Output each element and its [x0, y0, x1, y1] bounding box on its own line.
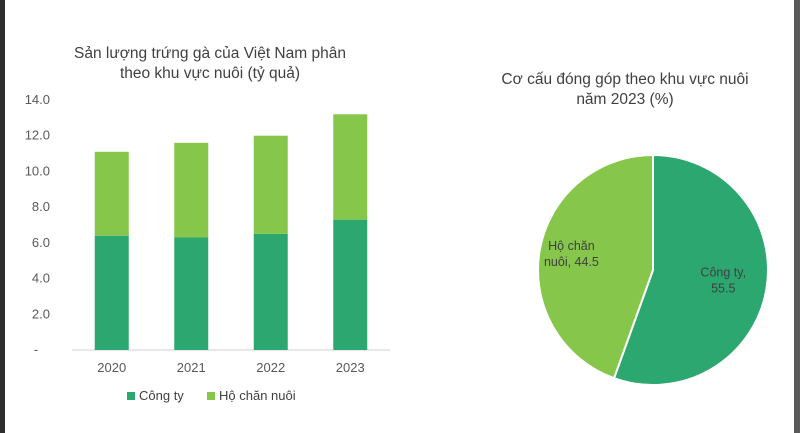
x-tick-label: 2022: [256, 360, 285, 375]
left-window-edge: [0, 0, 5, 433]
pie-label-line: Công ty,: [700, 265, 746, 279]
pie-label-line: Hộ chăn: [548, 239, 595, 253]
y-tick-label: 8.0: [32, 199, 50, 214]
bar-chart-title: Sản lượng trứng gà của Việt Nam phân the…: [40, 44, 380, 84]
pie-chart-title: Cơ cấu đóng góp theo khu vực nuôi năm 20…: [495, 70, 755, 110]
pie-label-line: nuôi, 44.5: [544, 255, 599, 269]
pie-chart-title-line-2: năm 2023 (%): [576, 91, 674, 108]
pie-label-cong-ty: Công ty, 55.5: [700, 265, 746, 295]
bar-cong-ty-2020: [94, 235, 129, 350]
bar-ho-chan-nuoi-2021: [174, 142, 209, 238]
y-tick-label: 12.0: [25, 128, 50, 143]
legend-swatch-cong-ty: [127, 392, 135, 400]
pie-label-ho-chan-nuoi: Hộ chăn nuôi, 44.5: [544, 239, 599, 269]
bar-cong-ty-2022: [253, 233, 288, 350]
y-tick-label: 2.0: [32, 306, 50, 321]
pie-label-line: 55.5: [711, 281, 735, 295]
y-tick-label: 10.0: [25, 163, 50, 178]
bar-ho-chan-nuoi-2022: [253, 135, 288, 234]
bar-ho-chan-nuoi-2023: [333, 114, 368, 220]
y-tick-label: 14.0: [25, 92, 50, 107]
bar-cong-ty-2021: [174, 237, 209, 350]
bar-cong-ty-2023: [333, 219, 368, 350]
x-tick-label: 2021: [177, 360, 206, 375]
right-window-edge: [794, 0, 800, 433]
x-tick-label: 2020: [97, 360, 126, 375]
y-tick-label: 4.0: [32, 271, 50, 286]
bar-chart-title-line-2: theo khu vực nuôi (tỷ quả): [119, 65, 301, 82]
pie-slice-cong-ty: [612, 153, 769, 386]
y-tick-label: -: [34, 342, 38, 357]
x-tick-label: 2023: [336, 360, 365, 375]
pie-slice-ho-chan-nuoi: [537, 153, 654, 380]
pie-chart-title-line-1: Cơ cấu đóng góp theo khu vực nuôi: [501, 71, 749, 88]
legend-swatch-ho-chan-nuoi: [207, 392, 215, 400]
bar-ho-chan-nuoi-2020: [94, 151, 129, 236]
legend-label-cong-ty: Công ty: [139, 388, 184, 403]
y-tick-label: 6.0: [32, 235, 50, 250]
legend-label-ho-chan-nuoi: Hộ chăn nuôi: [219, 388, 296, 403]
bar-chart-title-line-1: Sản lượng trứng gà của Việt Nam phân: [74, 45, 346, 62]
